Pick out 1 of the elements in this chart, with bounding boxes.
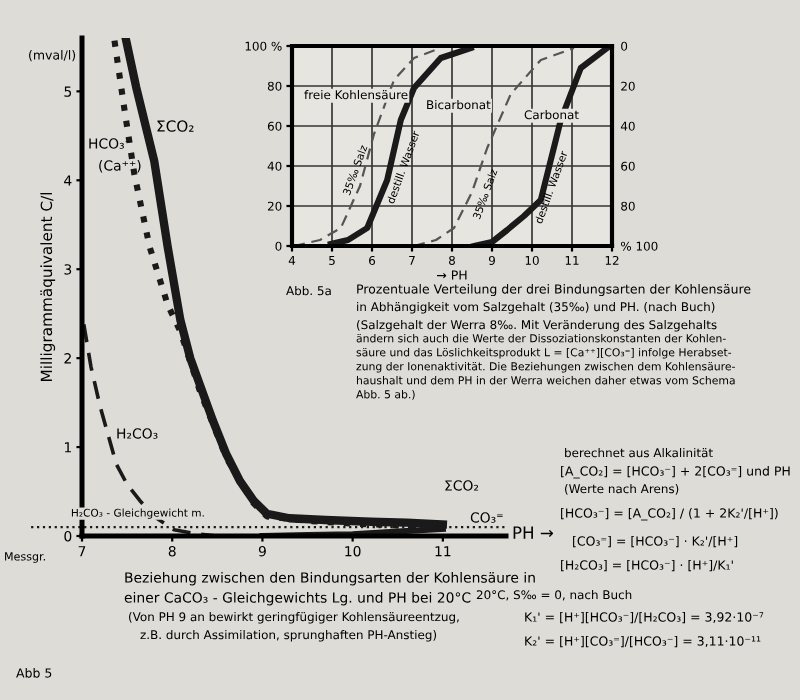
x-axis-title: PH →	[513, 526, 554, 539]
